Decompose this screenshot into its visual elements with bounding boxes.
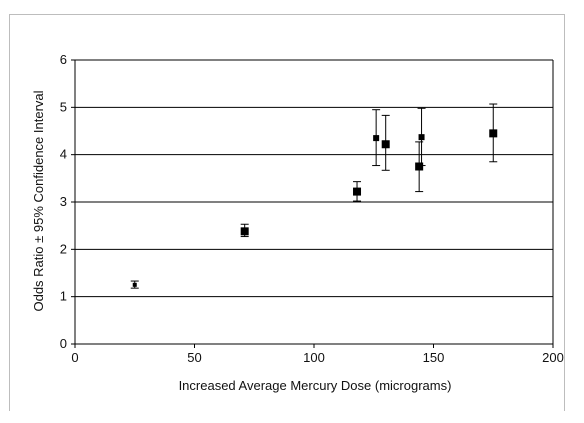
data-point — [353, 181, 362, 202]
y-tick-label: 4 — [60, 147, 67, 162]
point-marker — [132, 282, 137, 287]
point-marker — [381, 140, 390, 149]
point-marker — [418, 134, 425, 141]
point-marker — [353, 187, 362, 196]
data-point — [130, 280, 139, 289]
point-marker — [373, 135, 380, 142]
data-points — [130, 103, 498, 289]
y-tick-label: 3 — [60, 194, 67, 209]
data-point — [372, 109, 381, 167]
data-point — [240, 223, 249, 238]
point-marker — [489, 129, 498, 138]
y-tick-label: 5 — [60, 99, 67, 114]
data-point — [489, 103, 498, 163]
y-tick-label: 6 — [60, 52, 67, 67]
y-tick-label: 1 — [60, 289, 67, 304]
gridlines — [71, 59, 554, 348]
chart-frame — [9, 14, 565, 411]
x-tick-label: 0 — [71, 350, 78, 365]
x-tick-label: 200 — [542, 350, 564, 365]
x-tick-label: 50 — [187, 350, 201, 365]
point-marker — [415, 162, 424, 171]
data-point — [381, 114, 390, 171]
data-point — [417, 107, 426, 167]
y-axis-label: Odds Ratio ± 95% Confidence Interval — [31, 90, 46, 311]
y-tick-label: 0 — [60, 336, 67, 351]
x-tick-label: 150 — [423, 350, 445, 365]
x-tick-label: 100 — [303, 350, 325, 365]
tick-labels: 0 50 100 150 200 0 1 2 3 4 5 6 — [60, 52, 564, 365]
y-tick-label: 2 — [60, 241, 67, 256]
x-axis-label: Increased Average Mercury Dose (microgra… — [179, 378, 452, 393]
point-marker — [240, 227, 249, 236]
